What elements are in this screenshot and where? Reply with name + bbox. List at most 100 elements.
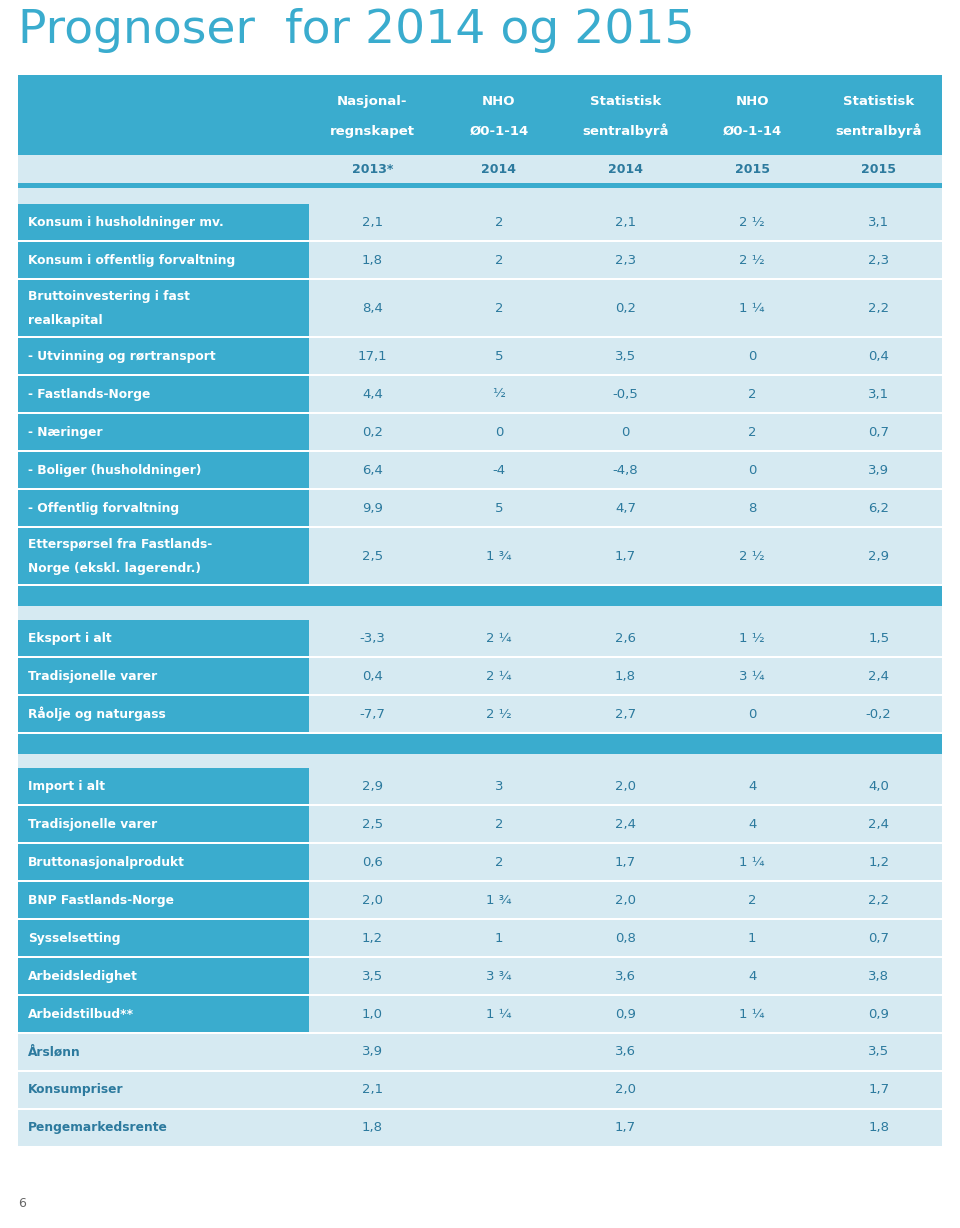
Bar: [563, 490, 689, 526]
Bar: [815, 1072, 942, 1108]
Text: 17,1: 17,1: [357, 350, 387, 362]
Text: 2,0: 2,0: [362, 894, 383, 906]
Text: 0,7: 0,7: [868, 932, 889, 944]
Text: 2,1: 2,1: [362, 1083, 383, 1097]
Text: -0,2: -0,2: [866, 707, 892, 721]
Bar: [18, 338, 309, 375]
Text: 2,0: 2,0: [615, 1083, 636, 1097]
Bar: [18, 278, 942, 280]
Bar: [689, 75, 815, 155]
Bar: [689, 452, 815, 488]
Bar: [815, 882, 942, 919]
Text: 0: 0: [748, 707, 756, 721]
Bar: [309, 658, 436, 694]
Text: 5: 5: [494, 350, 503, 362]
Bar: [309, 280, 436, 336]
Text: 0: 0: [748, 350, 756, 362]
Bar: [689, 490, 815, 526]
Text: 3,5: 3,5: [362, 969, 383, 982]
Text: 2 ¼: 2 ¼: [486, 669, 512, 683]
Bar: [18, 804, 942, 806]
Text: 8: 8: [748, 501, 756, 515]
Bar: [436, 155, 563, 183]
Text: -3,3: -3,3: [359, 631, 385, 645]
Bar: [815, 844, 942, 880]
Bar: [309, 204, 436, 239]
Bar: [563, 920, 689, 957]
Bar: [436, 1072, 563, 1108]
Bar: [18, 732, 942, 734]
Bar: [689, 806, 815, 842]
Text: 2: 2: [494, 302, 503, 314]
Text: Arbeidstilbud**: Arbeidstilbud**: [28, 1007, 134, 1020]
Bar: [436, 620, 563, 656]
Bar: [689, 242, 815, 278]
Bar: [18, 605, 942, 620]
Text: 1,8: 1,8: [868, 1121, 889, 1135]
Bar: [689, 996, 815, 1032]
Bar: [309, 958, 436, 993]
Text: 2,1: 2,1: [615, 215, 636, 228]
Text: 3 ¾: 3 ¾: [486, 969, 512, 982]
Bar: [18, 754, 942, 768]
Bar: [815, 75, 942, 155]
Bar: [563, 75, 689, 155]
Bar: [689, 696, 815, 732]
Bar: [689, 620, 815, 656]
Bar: [18, 993, 942, 996]
Text: 2: 2: [494, 818, 503, 830]
Bar: [309, 806, 436, 842]
Bar: [563, 882, 689, 919]
Text: Arbeidsledighet: Arbeidsledighet: [28, 969, 138, 982]
Bar: [689, 658, 815, 694]
Bar: [309, 768, 436, 804]
Text: 1,7: 1,7: [615, 1121, 636, 1135]
Text: 2 ¼: 2 ¼: [486, 631, 512, 645]
Bar: [436, 490, 563, 526]
Bar: [815, 204, 942, 239]
Bar: [18, 413, 942, 414]
Bar: [689, 1110, 815, 1146]
Text: Tradisjonelle varer: Tradisjonelle varer: [28, 818, 157, 830]
Text: 0,2: 0,2: [615, 302, 636, 314]
Text: 2,7: 2,7: [615, 707, 636, 721]
Bar: [18, 488, 942, 490]
Text: 1 ¾: 1 ¾: [486, 549, 512, 562]
Bar: [563, 996, 689, 1032]
Bar: [563, 844, 689, 880]
Text: 2,6: 2,6: [615, 631, 636, 645]
Text: 1 ¼: 1 ¼: [486, 1007, 512, 1020]
Bar: [436, 528, 563, 585]
Bar: [436, 658, 563, 694]
Text: 2,9: 2,9: [362, 780, 383, 792]
Bar: [815, 490, 942, 526]
Bar: [309, 920, 436, 957]
Text: 1 ½: 1 ½: [739, 631, 765, 645]
Bar: [563, 696, 689, 732]
Bar: [689, 1034, 815, 1070]
Bar: [309, 338, 436, 375]
Text: 1 ¾: 1 ¾: [486, 894, 512, 906]
Bar: [18, 734, 942, 754]
Bar: [309, 844, 436, 880]
Bar: [18, 1032, 942, 1034]
Bar: [815, 528, 942, 585]
Bar: [18, 842, 942, 844]
Text: 1 ¼: 1 ¼: [739, 856, 765, 868]
Bar: [436, 996, 563, 1032]
Bar: [18, 585, 942, 586]
Text: 3,5: 3,5: [868, 1045, 889, 1059]
Bar: [436, 242, 563, 278]
Bar: [563, 1034, 689, 1070]
Text: Norge (ekskl. lagerendr.): Norge (ekskl. lagerendr.): [28, 562, 201, 575]
Bar: [563, 242, 689, 278]
Text: 2014: 2014: [608, 162, 643, 176]
Bar: [18, 880, 942, 882]
Text: 2,9: 2,9: [868, 549, 889, 562]
Bar: [563, 1072, 689, 1108]
Text: -4,8: -4,8: [612, 463, 638, 476]
Text: - Boliger (husholdninger): - Boliger (husholdninger): [28, 463, 202, 476]
Text: 2: 2: [748, 425, 756, 438]
Bar: [18, 75, 309, 155]
Bar: [18, 696, 309, 732]
